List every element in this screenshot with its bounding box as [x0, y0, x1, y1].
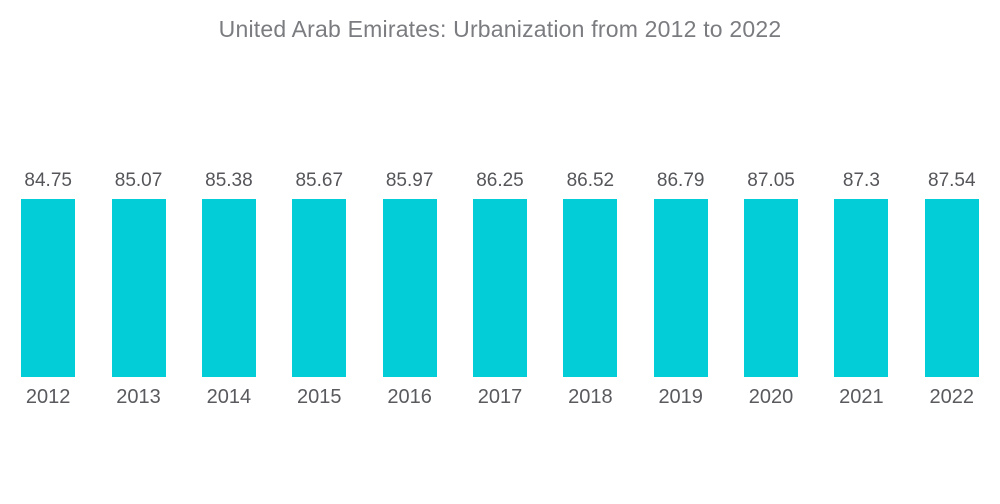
bar-column: 85.67 [274, 170, 364, 377]
x-axis-label: 2017 [477, 386, 523, 408]
bar-value-label: 85.67 [295, 170, 344, 191]
x-axis-label: 2015 [297, 386, 342, 408]
x-axis-label: 2019 [658, 386, 703, 408]
bar-value-label: 84.75 [24, 170, 72, 191]
bar [744, 199, 799, 377]
x-axis-label: 2013 [116, 386, 161, 408]
bar [653, 199, 708, 377]
bar-column: 86.79 [636, 170, 726, 377]
bar-column: 86.25 [455, 170, 545, 377]
bar-column: 87.3 [816, 170, 906, 377]
bar [201, 199, 256, 377]
bar-value-label: 87.3 [842, 170, 880, 191]
x-axis-label: 2020 [748, 386, 794, 408]
bar [834, 199, 889, 377]
bar-value-label: 86.52 [566, 170, 615, 191]
x-axis-label: 2012 [25, 386, 71, 408]
bar-column: 87.05 [726, 170, 816, 377]
bar-value-label: 86.25 [476, 170, 524, 191]
bar [21, 199, 76, 377]
x-axis: 2012 2013 2014 2015 2016 2017 2018 2019 … [3, 386, 997, 409]
bar-value-label: 86.79 [656, 170, 705, 191]
bar-value-label: 85.97 [385, 170, 434, 191]
x-axis-label: 2018 [568, 386, 613, 408]
bar-column: 85.38 [184, 170, 274, 377]
bar-value-label: 87.54 [928, 170, 976, 191]
bar-column: 84.75 [3, 170, 93, 377]
bar-value-label: 85.07 [114, 170, 163, 191]
bar [111, 199, 166, 377]
bar [563, 199, 618, 377]
chart-title: United Arab Emirates: Urbanization from … [218, 16, 782, 42]
x-axis-label: 2014 [206, 386, 252, 408]
bar-column: 85.07 [93, 170, 183, 377]
bar [382, 199, 437, 377]
bar [924, 199, 979, 377]
bar-value-label: 85.38 [205, 170, 253, 191]
bar [292, 199, 347, 377]
bar-column: 87.54 [907, 170, 997, 377]
x-axis-label: 2016 [387, 386, 432, 408]
plot-area: 84.75 85.07 85.38 85.67 85.97 86.25 86.5… [3, 170, 997, 377]
bar-column: 85.97 [364, 170, 454, 377]
bar-column: 86.52 [545, 170, 635, 377]
x-axis-label: 2021 [839, 386, 884, 408]
bar-value-label: 87.05 [747, 170, 795, 191]
bar [472, 199, 527, 377]
x-axis-label: 2022 [929, 386, 975, 408]
